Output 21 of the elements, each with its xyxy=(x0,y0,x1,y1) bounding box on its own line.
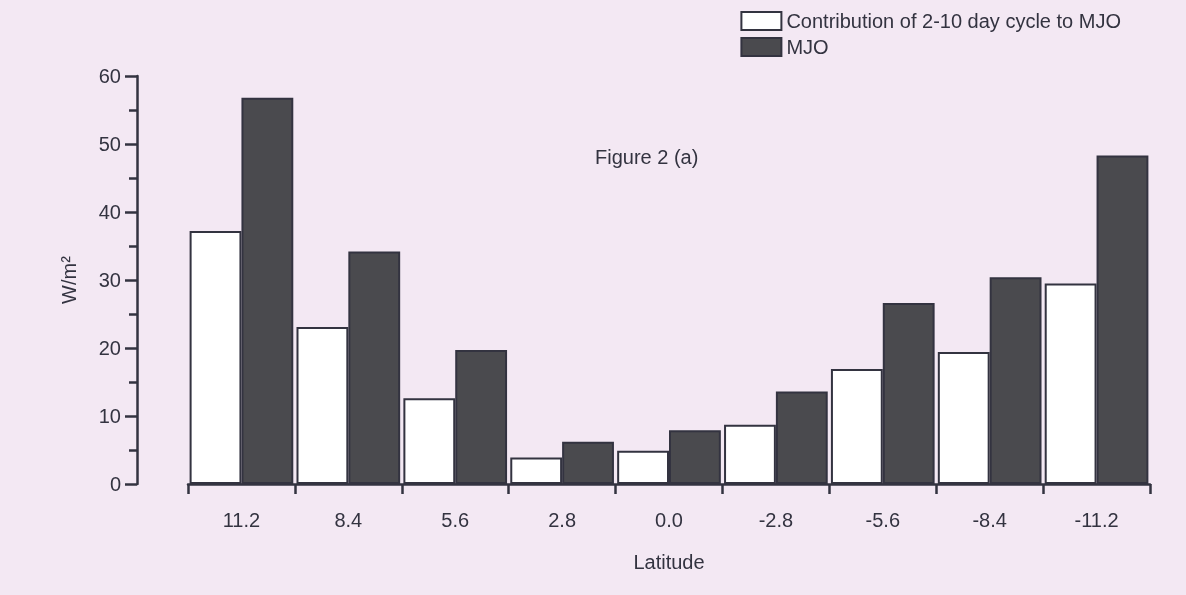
y-tick-label: 60 xyxy=(98,65,121,87)
legend-label: MJO xyxy=(786,36,829,58)
y-tick-label: 10 xyxy=(98,405,121,427)
x-tick-label: 2.8 xyxy=(548,509,577,531)
x-tick-label: -5.6 xyxy=(865,509,901,531)
x-tick-label: 5.6 xyxy=(441,509,470,531)
y-tick-label: 40 xyxy=(98,201,121,223)
x-axis-title: Latitude xyxy=(633,551,705,573)
x-tick-label: 0.0 xyxy=(655,509,683,531)
x-tick-label: -8.4 xyxy=(972,509,1007,531)
y-tick-label: 50 xyxy=(98,133,121,155)
text: Figure 2 (a) xyxy=(595,146,699,168)
x-tick-label: 11.2 xyxy=(222,509,261,531)
y-tick-label: 20 xyxy=(98,337,121,359)
y-tick-label: 0 xyxy=(109,473,121,495)
x-tick-label: -2.8 xyxy=(758,509,794,531)
x-tick-label: 8.4 xyxy=(334,509,363,531)
x-tick-label: -11.2 xyxy=(1074,509,1119,531)
legend-label: Contribution of 2-10 day cycle to MJO xyxy=(786,10,1122,32)
y-axis-title: W/m² xyxy=(58,255,80,304)
y-tick-label: 30 xyxy=(98,269,121,291)
